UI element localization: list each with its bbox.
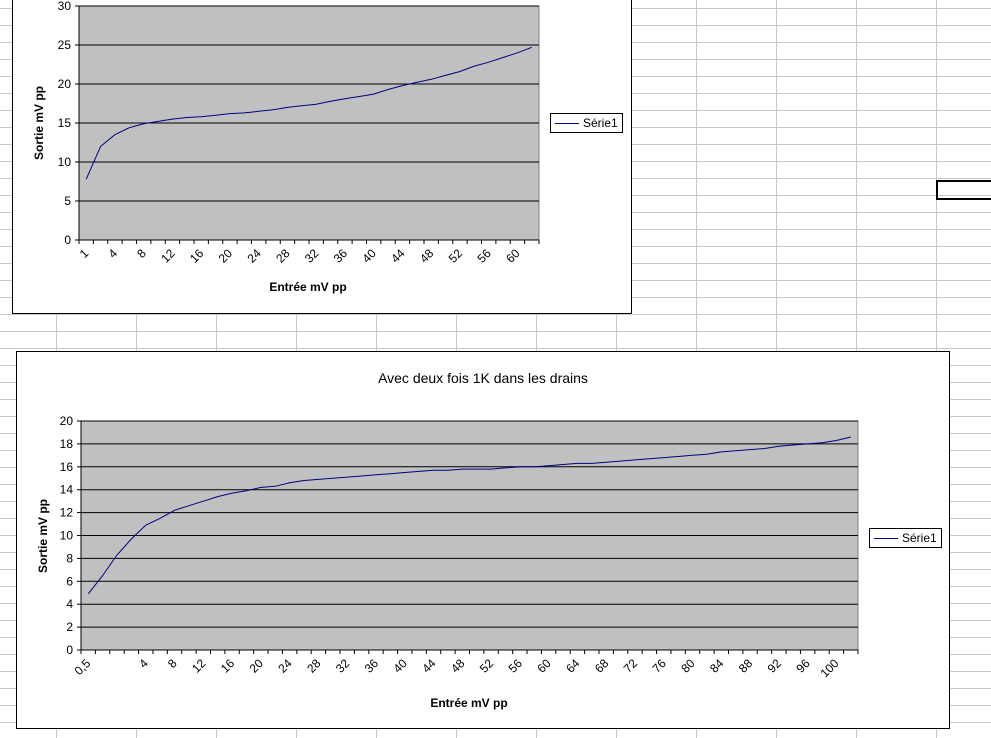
- y-tick-label: 4: [66, 597, 73, 611]
- y-tick-label: 18: [60, 437, 74, 451]
- y-tick-label: 0: [66, 643, 73, 657]
- y-axis-label: Sortie mV pp: [32, 86, 46, 160]
- x-tick-label: 32: [302, 246, 322, 266]
- legend[interactable]: Série1: [550, 113, 623, 133]
- x-tick-label: 48: [448, 656, 468, 676]
- x-tick-label: 88: [736, 656, 756, 676]
- x-tick-label: 12: [158, 246, 178, 266]
- x-tick-label: 48: [417, 246, 437, 266]
- y-axis-label: Sortie mV pp: [36, 499, 50, 573]
- x-axis-label: Entrée mV pp: [430, 696, 507, 710]
- y-tick-label: 14: [60, 483, 74, 497]
- x-tick-label: 96: [793, 656, 813, 676]
- x-tick-label: 20: [216, 246, 236, 266]
- x-tick-label: 64: [563, 656, 583, 676]
- x-tick-label: 40: [359, 246, 379, 266]
- x-tick-label: 32: [333, 656, 353, 676]
- y-tick-label: 6: [66, 574, 73, 588]
- x-tick-label: 60: [534, 656, 554, 676]
- x-tick-label: 16: [218, 656, 238, 676]
- legend-label: Série1: [583, 116, 618, 130]
- x-tick-label: 8: [134, 246, 149, 261]
- x-tick-label: 24: [275, 656, 295, 676]
- x-tick-label: 28: [304, 656, 324, 676]
- y-tick-label: 0: [64, 233, 71, 247]
- x-tick-label: 28: [273, 246, 293, 266]
- x-axis-label: Entrée mV pp: [269, 280, 346, 294]
- x-tick-label: 44: [388, 246, 408, 266]
- series-line: [87, 436, 851, 595]
- x-tick-label: 8: [165, 656, 180, 671]
- x-tick-label: 52: [477, 656, 497, 676]
- x-tick-label: 52: [446, 246, 466, 266]
- x-tick-label: 36: [331, 246, 351, 266]
- y-tick-label: 15: [58, 116, 72, 130]
- y-tick-label: 25: [58, 38, 72, 52]
- y-tick-label: 30: [58, 0, 72, 13]
- x-tick-label: 4: [136, 656, 151, 671]
- x-tick-label: 16: [187, 246, 207, 266]
- y-tick-label: 5: [64, 194, 71, 208]
- chart-title: Avec deux fois 1K dans les drains: [378, 370, 588, 386]
- x-tick-label: 56: [506, 656, 526, 676]
- x-tick-label: 56: [474, 246, 494, 266]
- y-tick-label: 20: [60, 414, 74, 428]
- y-tick-label: 20: [58, 77, 72, 91]
- x-tick-label: 100: [817, 656, 841, 680]
- legend[interactable]: Série1: [869, 528, 942, 548]
- y-tick-label: 10: [58, 155, 72, 169]
- legend-swatch: [874, 537, 898, 539]
- y-tick-label: 16: [60, 460, 74, 474]
- x-tick-label: 92: [765, 656, 785, 676]
- x-tick-label: 84: [707, 656, 727, 676]
- y-tick-label: 2: [66, 620, 73, 634]
- legend-swatch: [555, 122, 579, 124]
- y-tick-label: 8: [66, 551, 73, 565]
- x-tick-label: 60: [503, 246, 523, 266]
- x-tick-label: 80: [678, 656, 698, 676]
- chart-2-svg: Avec deux fois 1K dans les drains 024681…: [36, 370, 859, 710]
- x-tick-label: 76: [650, 656, 670, 676]
- x-tick-label: 12: [189, 656, 209, 676]
- x-tick-label: 24: [244, 246, 264, 266]
- x-tick-label: 72: [621, 656, 641, 676]
- selected-cell[interactable]: [936, 180, 991, 200]
- x-tick-label: 40: [391, 656, 411, 676]
- x-tick-label: 68: [592, 656, 612, 676]
- series-line: [85, 46, 532, 180]
- y-tick-label: 10: [60, 529, 74, 543]
- x-tick-label: 0,5: [72, 656, 94, 678]
- y-tick-label: 12: [60, 506, 74, 520]
- x-tick-label: 20: [247, 656, 267, 676]
- x-tick-label: 36: [362, 656, 382, 676]
- x-tick-label: 4: [105, 246, 120, 261]
- x-tick-label: 1: [77, 246, 92, 261]
- chart-1[interactable]: 0 5 10 15 20 25 30 1 4 8 12 16 20 24 28 32 36 40 44 48 52 56…: [12, 0, 632, 314]
- x-tick-label: 44: [419, 656, 439, 676]
- legend-label: Série1: [902, 531, 937, 545]
